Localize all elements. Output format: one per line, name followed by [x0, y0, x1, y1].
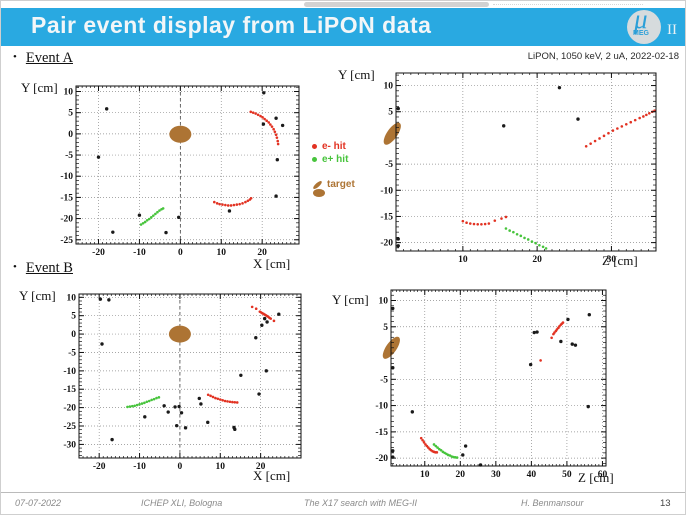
legend-row-e-plus: e+ hit: [312, 153, 382, 166]
svg-text:-15: -15: [63, 385, 76, 395]
svg-text:30: 30: [491, 470, 501, 480]
footer-date: 07-07-2022: [15, 498, 62, 508]
svg-text:-20: -20: [380, 239, 393, 249]
e-minus-label: e- hit: [322, 141, 346, 152]
svg-text:-10: -10: [375, 402, 388, 412]
svg-text:0: 0: [178, 462, 183, 472]
legend-row-target: target: [312, 178, 382, 191]
svg-text:-20: -20: [375, 454, 388, 464]
eventB-yz-ylabel: Y [cm]: [332, 292, 369, 307]
window-chrome-strip: [1, 1, 685, 8]
meg-logo-text: MEG: [633, 30, 649, 37]
svg-text:-5: -5: [385, 160, 393, 170]
footer-author: H. Benmansour: [521, 498, 584, 508]
svg-text:0: 0: [68, 130, 73, 140]
plot-eventB_xy: -20 -10 0 10 20 10 5 0 -5 -10 -15 -20 -25 -30: [41, 284, 317, 484]
plot-eventA_yz: 10 20 30 10 5 -5 -10 -15 -20: [358, 63, 672, 277]
title-banner: Pair event display from LiPON data μ MEG…: [1, 4, 685, 46]
svg-text:0: 0: [71, 330, 76, 340]
event-b-label: Event B: [25, 260, 73, 276]
svg-text:-10: -10: [380, 186, 393, 196]
svg-text:-10: -10: [63, 367, 76, 377]
mu-glyph-icon: μ: [634, 4, 648, 34]
svg-text:-15: -15: [375, 428, 388, 438]
eventA-yz-xlabel: Z [cm]: [602, 253, 638, 268]
bullet-icon: •: [13, 51, 17, 63]
svg-text:5: 5: [68, 109, 73, 119]
svg-text:-10: -10: [133, 462, 146, 472]
svg-text:10: 10: [217, 248, 227, 258]
svg-text:-10: -10: [133, 248, 146, 258]
eventB_xy-canvas: -20 -10 0 10 20 10 5 0 -5 -10 -15 -20 -25 -30: [63, 293, 302, 472]
footer-talk-title: The X17 search with MEG-II: [304, 498, 418, 508]
svg-text:5: 5: [388, 108, 393, 118]
svg-text:-5: -5: [68, 348, 76, 358]
e-minus-marker-icon: [312, 144, 317, 149]
svg-text:-30: -30: [63, 440, 76, 450]
svg-text:-20: -20: [60, 215, 73, 225]
bullet-icon: •: [13, 261, 17, 273]
svg-text:-25: -25: [63, 422, 76, 432]
legend: e- hit e+ hit target: [312, 140, 382, 197]
svg-text:-25: -25: [60, 236, 73, 246]
legend-row-e-minus: e- hit: [312, 140, 382, 153]
svg-text:20: 20: [257, 248, 267, 258]
svg-text:60: 60: [598, 470, 608, 480]
event-a-label: Event A: [25, 50, 73, 66]
run-conditions-annotation: LiPON, 1050 keV, 2 uA, 2022-02-18: [527, 51, 679, 62]
plot-eventB_yz: 10 20 30 40 50 60 10 5 -5 -10 -15 -20: [353, 280, 622, 492]
svg-text:10: 10: [420, 470, 430, 480]
svg-text:0: 0: [178, 248, 183, 258]
meg2-roman-numeral: II: [667, 22, 677, 38]
eventA-xy-xlabel: X [cm]: [253, 256, 291, 271]
event-b-heading: • Event B: [13, 260, 73, 277]
svg-text:5: 5: [71, 312, 76, 322]
svg-text:10: 10: [64, 88, 74, 98]
target-label: target: [327, 179, 355, 190]
svg-text:30: 30: [607, 255, 617, 265]
footer-conference: ICHEP XLI, Bologna: [141, 498, 223, 508]
svg-text:10: 10: [216, 462, 226, 472]
svg-text:40: 40: [527, 470, 537, 480]
target-blob-icon: [313, 189, 325, 197]
svg-text:10: 10: [379, 297, 389, 307]
svg-text:50: 50: [562, 470, 572, 480]
footer-divider: [1, 492, 685, 493]
e-plus-marker-icon: [312, 157, 317, 162]
svg-text:-20: -20: [92, 248, 105, 258]
svg-text:20: 20: [456, 470, 466, 480]
eventB-xy-ylabel: Y [cm]: [19, 288, 56, 303]
svg-text:10: 10: [458, 255, 468, 265]
svg-text:-15: -15: [380, 212, 393, 222]
svg-text:10: 10: [67, 293, 77, 303]
eventB-yz-xlabel: Z [cm]: [578, 470, 614, 485]
svg-text:5: 5: [383, 323, 388, 333]
svg-text:-15: -15: [60, 193, 73, 203]
svg-text:-10: -10: [60, 172, 73, 182]
chrome-dotted-line: [493, 4, 643, 5]
svg-text:-5: -5: [380, 375, 388, 385]
scrollbar-thumb[interactable]: [304, 2, 489, 7]
svg-text:20: 20: [532, 255, 542, 265]
svg-text:-20: -20: [63, 404, 76, 414]
eventA_xy-canvas: -20 -10 0 10 20 10 5 0 -5 -10 -15 -20 -25: [60, 85, 300, 258]
svg-text:-5: -5: [65, 151, 73, 161]
meg2-logo: μ MEG: [627, 4, 661, 44]
slide-title: Pair event display from LiPON data: [31, 12, 432, 38]
event-a-heading: • Event A: [13, 50, 73, 67]
eventA_yz-canvas: 10 20 30 10 5 -5 -10 -15 -20: [380, 72, 657, 265]
eventA-xy-ylabel: Y [cm]: [21, 80, 58, 95]
plot-eventA_xy: -20 -10 0 10 20 10 5 0 -5 -10 -15 -20 -25: [38, 76, 315, 270]
footer-page-number: 13: [660, 498, 671, 509]
eventA-yz-ylabel: Y [cm]: [338, 67, 375, 82]
eventB_yz-canvas: 10 20 30 40 50 60 10 5 -5 -10 -15 -20: [375, 289, 608, 480]
svg-text:10: 10: [384, 82, 394, 92]
svg-text:-20: -20: [93, 462, 106, 472]
svg-text:20: 20: [256, 462, 266, 472]
eventB-xy-xlabel: X [cm]: [253, 468, 291, 483]
e-plus-label: e+ hit: [322, 154, 349, 165]
